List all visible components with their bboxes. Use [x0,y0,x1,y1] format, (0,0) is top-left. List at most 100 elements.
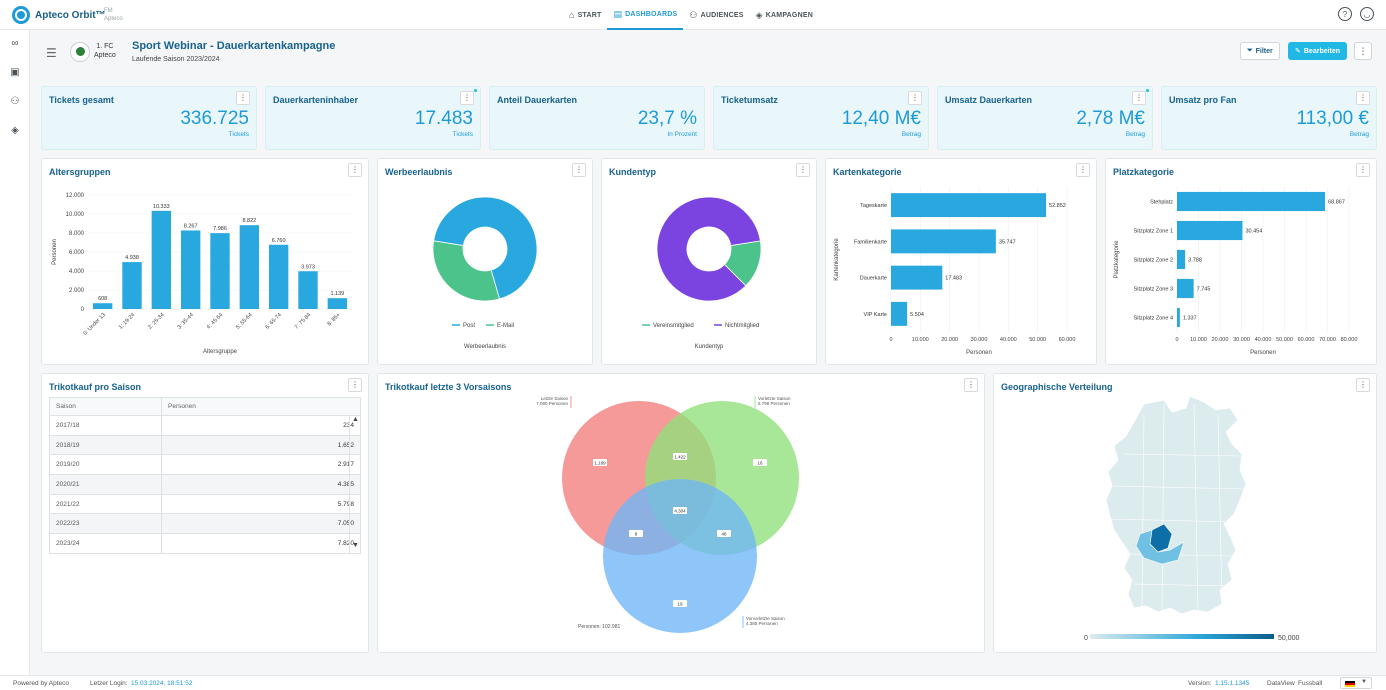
table-row[interactable]: 2018/19 1.652 [49,434,361,456]
card-menu-button[interactable]: ⋮ [1356,378,1370,392]
footer-powered: Powered by Apteco [13,680,70,687]
venn-region-label: 4.304 [674,509,686,514]
column-header-personen[interactable]: Personen [161,397,361,416]
cell-personen: 234 [161,415,361,436]
bar [891,193,1047,218]
venn-region-label-box [753,459,767,466]
bar-value-label: 5.504 [910,312,924,318]
x-tick-label: 30.000 [1233,337,1250,343]
y-tick-label: 0 [81,307,85,313]
bar [891,229,996,254]
app-brand[interactable]: Apteco Orbit™ [12,6,106,24]
bar-value-label: 3.973 [301,264,315,270]
card-menu-button[interactable]: ⋮ [460,91,474,105]
card-menu-button[interactable]: ⋮ [908,91,922,105]
cell-saison: 2017/18 [49,415,162,436]
x-tick-label: 70.000 [1319,337,1336,343]
bar [891,301,908,326]
venn-region-label-box [673,600,687,607]
table-row[interactable]: 2019/20 2.917 [49,454,361,476]
table-scrollbar[interactable]: ▲ ▼ [349,415,361,553]
kpi-card: Dauerkarteninhaber ⋮ 17.483 Tickets [265,86,481,150]
card-menu-button[interactable]: ⋮ [796,163,810,177]
dashboard-header: ☰ 1. FC Apteco Sport Webinar - Dauerkart… [42,38,1378,72]
table-row[interactable]: 2020/21 4.385 [49,474,361,495]
table-row[interactable]: 2017/18 234 [49,415,361,436]
card-menu-button[interactable]: ⋮ [348,163,362,177]
kpi-indicator-dot [1146,89,1149,92]
germany-map[interactable]: 0 50,000 [994,374,1376,652]
help-icon[interactable]: ? [1338,7,1352,21]
card-menu-button[interactable]: ⋮ [1356,91,1370,105]
menu-icon[interactable]: ☰ [46,46,57,60]
table-row[interactable]: 2022/23 7.050 [49,513,361,535]
chart-axis-label: Kundentyp [695,344,724,350]
link-icon[interactable]: ∞ [11,38,19,49]
megaphone-icon[interactable]: ◈ [11,125,19,136]
bar-value-label: 1.139 [330,291,344,297]
edit-button[interactable]: ✎ Bearbeiten [1288,42,1348,60]
german-flag-icon [1345,681,1355,687]
table-row[interactable]: 2023/24 7.820 [49,533,361,554]
card-menu-button[interactable]: ⋮ [572,163,586,177]
bar [151,210,172,309]
filter-button[interactable]: ⏷ Filter [1240,42,1280,60]
scroll-down-icon[interactable]: ▼ [352,542,359,549]
card-menu-button[interactable]: ⋮ [964,378,978,392]
cell-saison: 2019/20 [49,454,162,476]
nav-start[interactable]: ⌂ START [563,0,607,30]
legend-label: Nichtmitglied [725,323,759,329]
venn-set-name: Vorvorletzte Saison [746,616,785,621]
kpi-title: Umsatz pro Fan [1169,95,1237,105]
nav-kampagnen[interactable]: ◈ KAMPAGNEN [750,0,819,30]
people-icon[interactable]: ⚇ [10,96,20,107]
bar-value-label: 52.852 [1049,203,1066,209]
table-row[interactable]: 2021/22 5.798 [49,493,361,515]
scroll-up-icon[interactable]: ▲ [352,416,359,423]
club-name: 1. FC Apteco [94,42,116,60]
venn-set-circle [603,479,757,633]
x-tick-label: 5: 55-64 [235,312,254,331]
club-name-line1: 1. FC [96,43,114,50]
y-tick-label: Sitzplatz Zone 1 [1134,229,1173,235]
card-menu-button[interactable]: ⋮ [236,91,250,105]
pie-slice [432,240,501,302]
bar [327,298,348,309]
y-axis-label: Platzkategorie [1114,240,1120,279]
nav-audiences[interactable]: ⚇ AUDIENCES [683,0,749,30]
home-icon: ⌂ [569,10,575,20]
kpi-value: 12,40 M€ [841,108,921,129]
user-icon[interactable]: ◡ [1360,7,1374,21]
nav-dashboards[interactable]: ▤ DASHBOARDS [607,0,684,30]
venn-region-label: 48 [721,532,727,537]
language-select[interactable]: ▼ [1340,677,1372,689]
card-menu-button[interactable]: ⋮ [348,378,362,392]
kpi-card: Umsatz Dauerkarten ⋮ 2,78 M€ Betrag [937,86,1153,150]
bar-value-label: 7.986 [213,226,227,232]
venn-region-label-box [629,530,643,537]
bar [122,262,142,309]
kpi-unit: In Prozent [667,131,697,138]
x-tick-label: 50.000 [1029,337,1046,343]
column-header-saison[interactable]: Saison [49,397,162,416]
werbeerlaubnis-chart: Post E-Mail Werbeerlaubnis [432,196,538,350]
bar [1177,249,1186,270]
report-icon[interactable]: ▣ [10,67,20,78]
region-borders [1107,403,1245,613]
cell-saison: 2021/22 [49,493,162,515]
y-tick-label: 4.000 [69,269,85,275]
bar [1177,278,1194,299]
card-menu-button[interactable]: ⋮ [1076,163,1090,177]
more-options-button[interactable]: ⋮ [1354,42,1372,60]
nav-start-label: START [577,11,602,19]
kpi-unit: Betrag [1125,131,1145,138]
card-menu-button[interactable]: ⋮ [1132,91,1146,105]
kpi-card: Umsatz pro Fan ⋮ 113,00 € Betrag [1161,86,1377,150]
card-menu-button[interactable]: ⋮ [1356,163,1370,177]
dashboard-subtitle: Laufende Saison 2023/2024 [132,56,220,63]
trikotkauf-table: Saison Personen 2017/18 234 2018/19 1.652 20… [49,397,361,554]
x-tick-label: 7: 75-84 [294,312,313,331]
scale-max-label: 50,000 [1278,635,1300,642]
pie-slice [656,196,761,302]
venn-set-count: 5.798 Personen [758,401,790,406]
